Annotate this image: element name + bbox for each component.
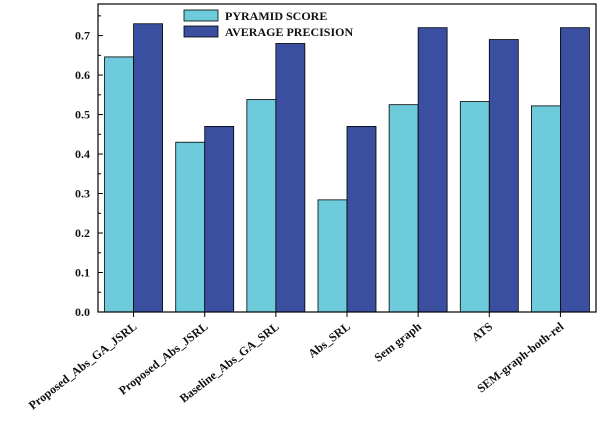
y-tick-label: 0.4 (75, 147, 90, 161)
bar-average-precision-ats (488, 39, 519, 313)
y-tick-label: 0.5 (75, 108, 90, 122)
bar-pyramid-score-sem-graph (388, 104, 419, 313)
legend-swatch-pyramid-score (183, 9, 219, 22)
bar-average-precision-sem-graph (417, 27, 448, 313)
bar-pyramid-score-proposed-abs-jsrl (175, 141, 206, 313)
x-tick-label-abs-srl: Abs_SRL (305, 319, 353, 360)
bar-average-precision-proposed-abs-jsrl (204, 126, 235, 313)
legend-label-pyramid-score: PYRAMID SCORE (225, 9, 327, 23)
bar-average-precision-sem-graph-both-rel (560, 27, 590, 313)
x-tick-label-ats: ATS (469, 319, 496, 344)
legend: PYRAMID SCORE AVERAGE PRECISION (183, 9, 353, 39)
bar-pyramid-score-abs-srl (317, 199, 348, 313)
bar-average-precision-baseline-abs-ga-srl (275, 43, 306, 313)
bar-pyramid-score-proposed-abs-ga-jsrl (104, 56, 134, 313)
bar-pyramid-score-sem-graph-both-rel (531, 105, 561, 313)
y-tick-label: 0.2 (75, 226, 90, 240)
bar-pyramid-score-baseline-abs-ga-srl (246, 99, 277, 313)
y-tick-label: 0.3 (75, 187, 90, 201)
x-tick-label-proposed-abs-ga-jsrl: Proposed_Abs_GA_JSRL (26, 319, 140, 412)
y-tick-label: 0.0 (75, 305, 90, 319)
legend-swatch-average-precision (183, 25, 219, 38)
legend-label-average-precision: AVERAGE PRECISION (225, 25, 353, 39)
bar-pyramid-score-ats (459, 101, 490, 313)
y-axis: 0.0 0.1 0.2 0.3 0.4 0.5 0.6 0.7 (75, 15, 103, 319)
x-tick-label-sem-graph: Sem graph (372, 319, 425, 365)
y-tick-label: 0.1 (75, 266, 90, 280)
bar-average-precision-abs-srl (346, 126, 377, 313)
y-tick-label: 0.7 (75, 29, 90, 43)
y-tick-label: 0.6 (75, 68, 90, 82)
bars-group (104, 23, 590, 313)
x-axis: Proposed_Abs_GA_JSRLProposed_Abs_JSRLBas… (26, 312, 567, 412)
bar-average-precision-proposed-abs-ga-jsrl (133, 23, 163, 313)
